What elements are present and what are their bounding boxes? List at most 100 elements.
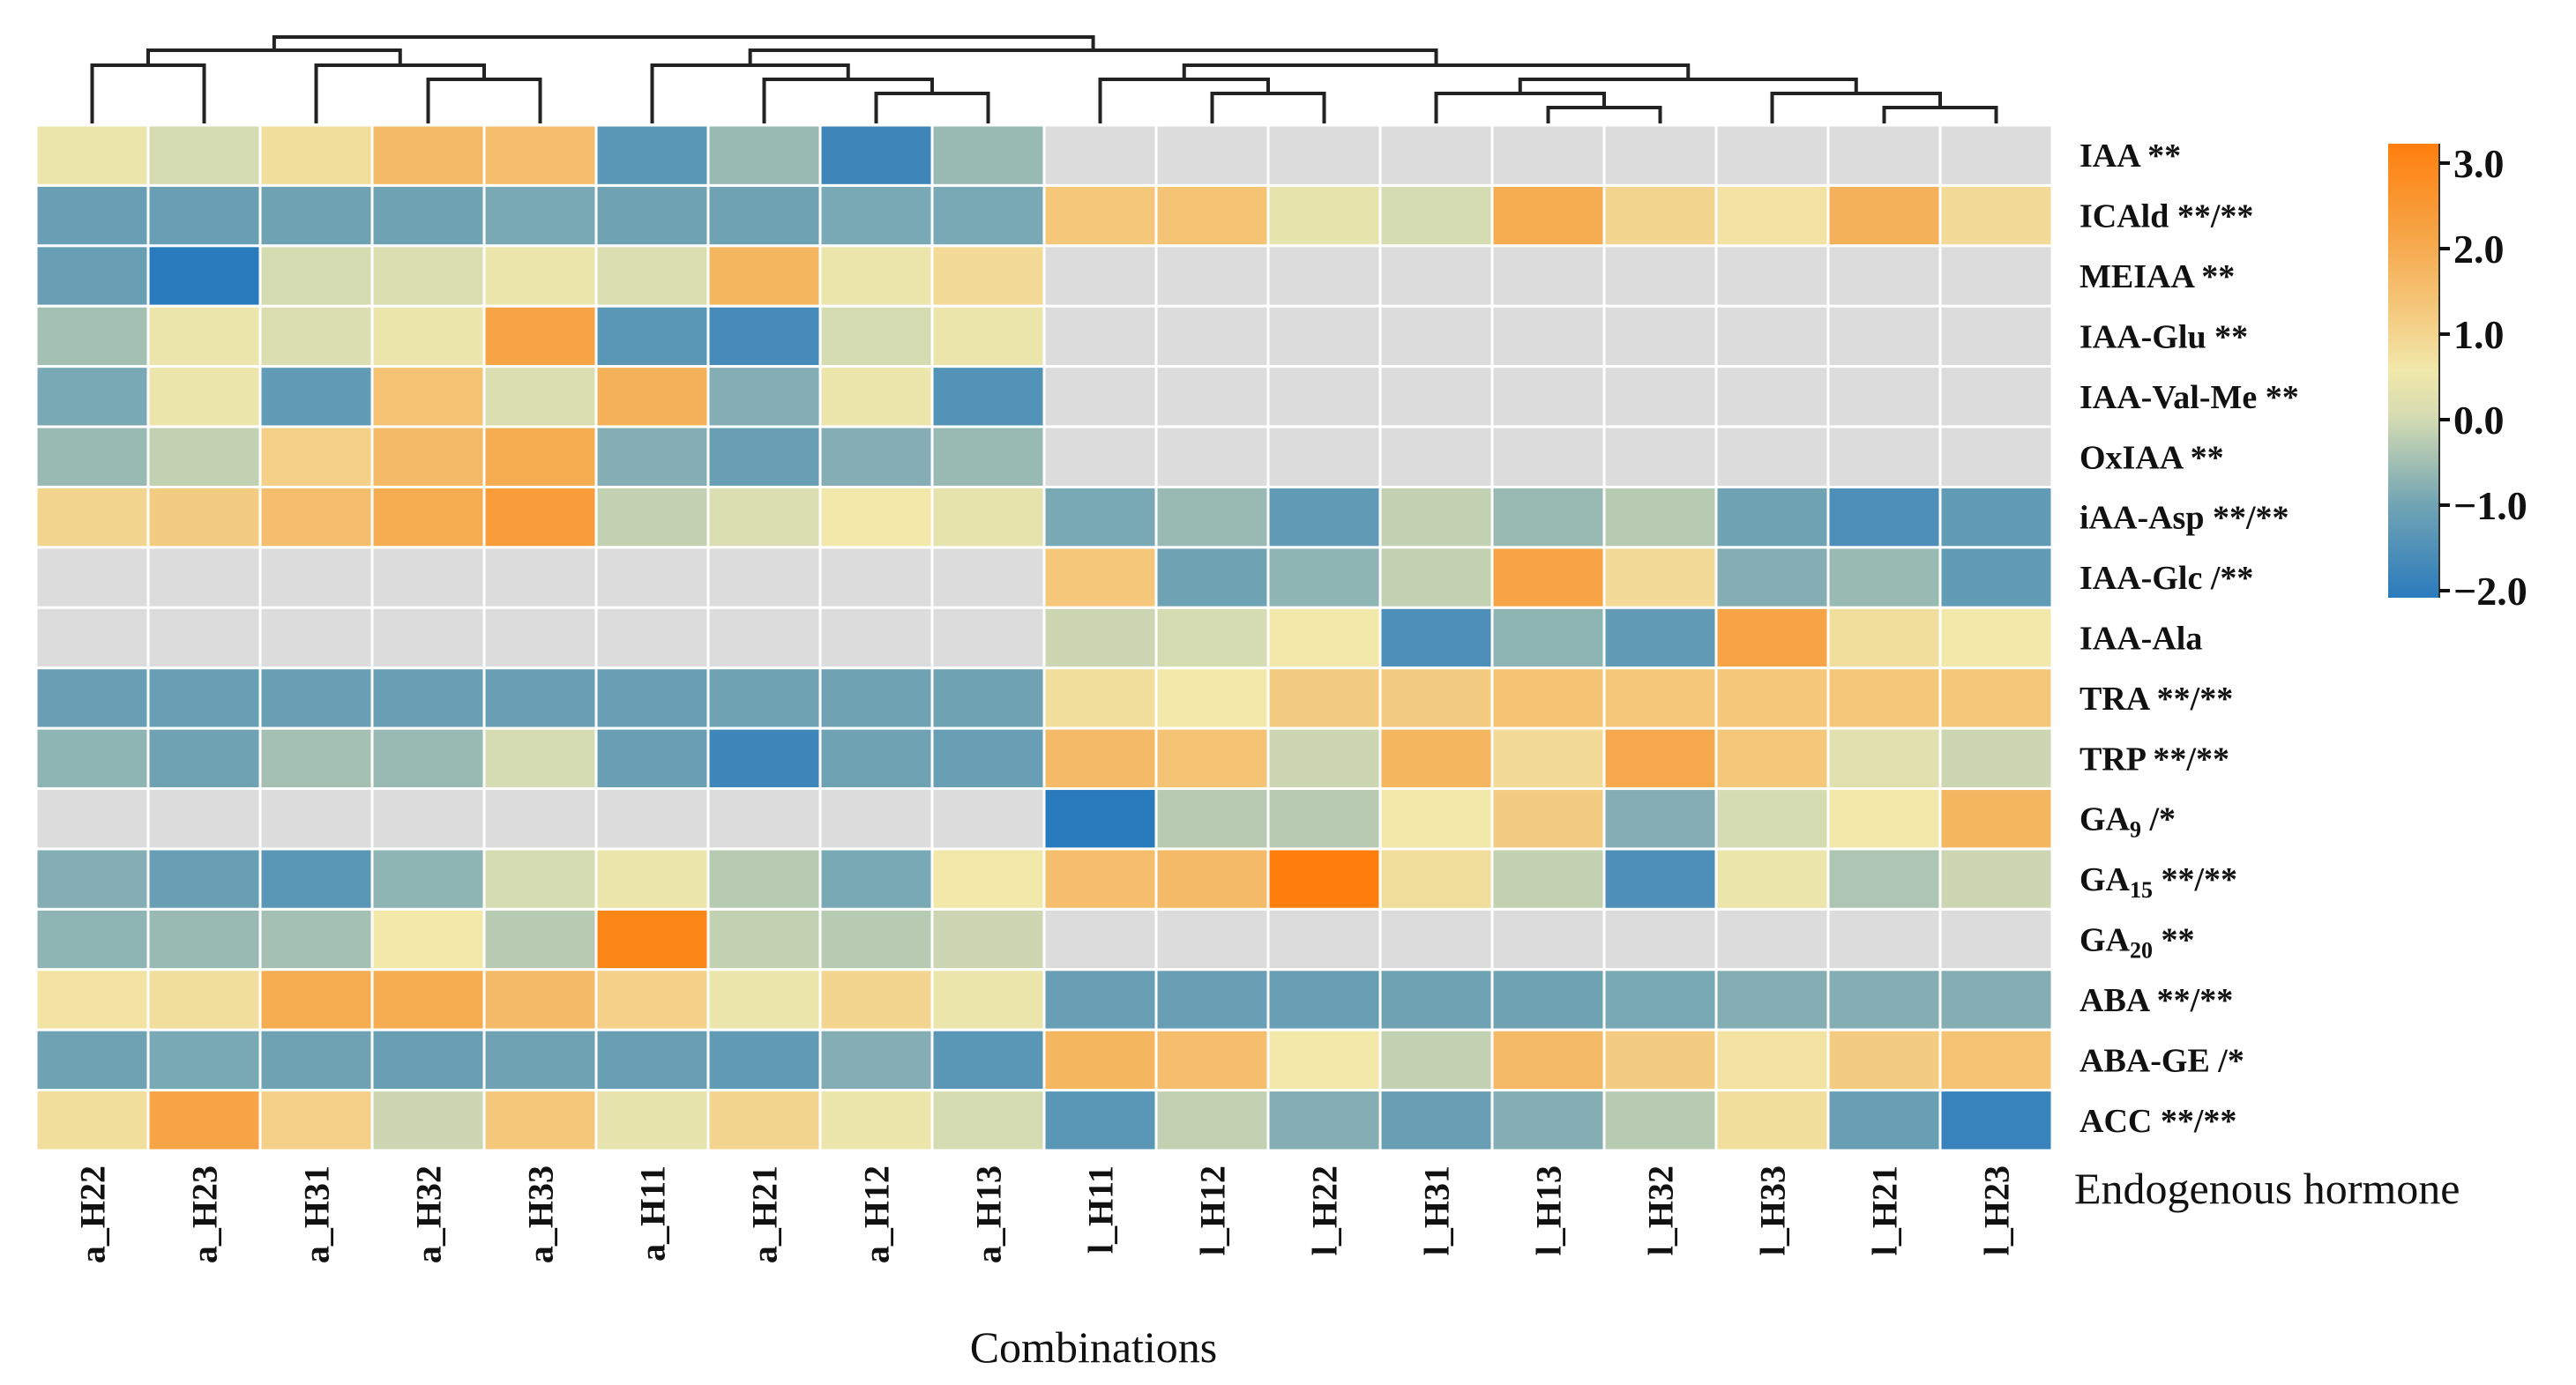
heatmap-cell <box>1602 123 1718 187</box>
heatmap-cell <box>1602 546 1718 609</box>
heatmap-cell <box>594 787 710 851</box>
heatmap-cell <box>1378 244 1494 308</box>
heatmap-cell <box>594 365 710 428</box>
row-labels: IAA ** ICAld **/** MEIAA ** IAA-Glu ** IAA-V… <box>2079 138 2299 1140</box>
heatmap-cell <box>1826 546 1942 609</box>
colorbar-legend: 3.0 2.0 1.0 0.0 −1.0 −2.0 <box>2388 141 2527 614</box>
heatmap-cell <box>1266 425 1382 488</box>
heatmap-cell <box>1266 847 1382 911</box>
heatmap-cell <box>1154 787 1270 851</box>
heatmap-cell <box>482 365 598 428</box>
colorbar-tick-label: −2.0 <box>2453 569 2527 614</box>
heatmap-cell <box>1714 244 1830 308</box>
heatmap-cell <box>930 485 1046 549</box>
heatmap-cell <box>370 183 486 248</box>
dendrogram-branch <box>874 92 990 123</box>
y-axis-label: Endogenous hormone <box>2074 1164 2460 1213</box>
heatmap-cell <box>146 847 262 911</box>
heatmap-cell <box>818 907 934 972</box>
heatmap-cell <box>370 907 486 972</box>
heatmap-cell <box>482 1028 598 1092</box>
heatmap-cell <box>818 666 934 730</box>
heatmap-cell <box>1266 123 1382 187</box>
heatmap-cell <box>1266 546 1382 609</box>
colorbar-tick-label: 2.0 <box>2453 227 2505 272</box>
heatmap-cell <box>1714 546 1830 609</box>
heatmap-cell <box>1266 304 1382 369</box>
heatmap-cell <box>1490 787 1606 851</box>
heatmap-cell <box>1378 847 1494 911</box>
heatmap-cell <box>146 365 262 428</box>
heatmap-cell <box>1938 907 2054 972</box>
heatmap-cell <box>594 183 710 248</box>
heatmap-cell <box>930 1028 1046 1092</box>
heatmap-cell <box>1826 847 1942 911</box>
heatmap-cell <box>1042 546 1158 609</box>
heatmap-cell <box>258 666 374 730</box>
row-label: IAA-Val-Me ** <box>2079 379 2299 416</box>
heatmap-cell <box>930 304 1046 369</box>
dendrogram-branch <box>426 78 542 123</box>
heatmap-cell <box>1042 365 1158 428</box>
heatmap-cell <box>1378 1089 1494 1152</box>
row-label: ACC **/** <box>2079 1103 2236 1140</box>
column-label: l_H33 <box>1753 1165 1793 1255</box>
heatmap-cell <box>594 907 710 972</box>
heatmap-cell <box>34 123 150 187</box>
heatmap-cell <box>594 425 710 488</box>
heatmap-cell <box>1938 787 2054 851</box>
heatmap-cell <box>594 606 710 670</box>
dendrogram-branch <box>748 48 1438 65</box>
dendrogram-branch <box>1210 92 1326 123</box>
heatmap-cell <box>1714 606 1830 670</box>
heatmap-cell <box>1378 485 1494 549</box>
heatmap-cell <box>706 365 822 428</box>
heatmap-cell <box>818 183 934 248</box>
heatmap-cell <box>1714 1089 1830 1152</box>
heatmap-cell <box>1490 666 1606 730</box>
heatmap-cell <box>818 244 934 308</box>
heatmap-cell <box>482 485 598 549</box>
heatmap-cell <box>1154 123 1270 187</box>
heatmap-cell <box>1154 907 1270 972</box>
dendrogram-branch <box>1098 78 1270 123</box>
column-label: l_H23 <box>1977 1165 2017 1255</box>
heatmap-cell <box>1042 726 1158 791</box>
heatmap-cell <box>370 304 486 369</box>
heatmap-cell <box>1378 787 1494 851</box>
heatmap-cell <box>370 787 486 851</box>
heatmap-cell <box>1938 304 2054 369</box>
heatmap-cell <box>1490 365 1606 428</box>
heatmap-cell <box>818 968 934 1031</box>
heatmap-cell <box>482 666 598 730</box>
heatmap-cell <box>34 726 150 791</box>
heatmap-cell <box>1490 123 1606 187</box>
heatmap-cell <box>1714 304 1830 369</box>
heatmap-cell <box>1826 606 1942 670</box>
column-label: a_H23 <box>185 1165 225 1263</box>
column-label: a_H22 <box>73 1165 113 1263</box>
heatmap-cell <box>930 606 1046 670</box>
heatmap-cell <box>1042 485 1158 549</box>
heatmap-cell <box>1490 1089 1606 1152</box>
heatmap-cell <box>930 546 1046 609</box>
heatmap-cell <box>1490 606 1606 670</box>
dendrogram-branch <box>272 35 1095 50</box>
heatmap-cell <box>1826 304 1942 369</box>
heatmap-cell <box>1042 123 1158 187</box>
heatmap-cell <box>1938 666 2054 730</box>
heatmap-cell <box>258 787 374 851</box>
heatmap-cell <box>1826 1089 1942 1152</box>
row-label: IAA ** <box>2079 138 2181 175</box>
heatmap-cell <box>1378 968 1494 1031</box>
heatmap-cell <box>1042 787 1158 851</box>
heatmap-cell <box>1602 1089 1718 1152</box>
heatmap-cell <box>1714 666 1830 730</box>
heatmap-cell <box>706 123 822 187</box>
heatmap-cell <box>34 1028 150 1092</box>
column-label: a_H21 <box>745 1165 785 1263</box>
heatmap-cell <box>34 847 150 911</box>
heatmap-cell <box>1602 304 1718 369</box>
heatmap-cell <box>370 244 486 308</box>
